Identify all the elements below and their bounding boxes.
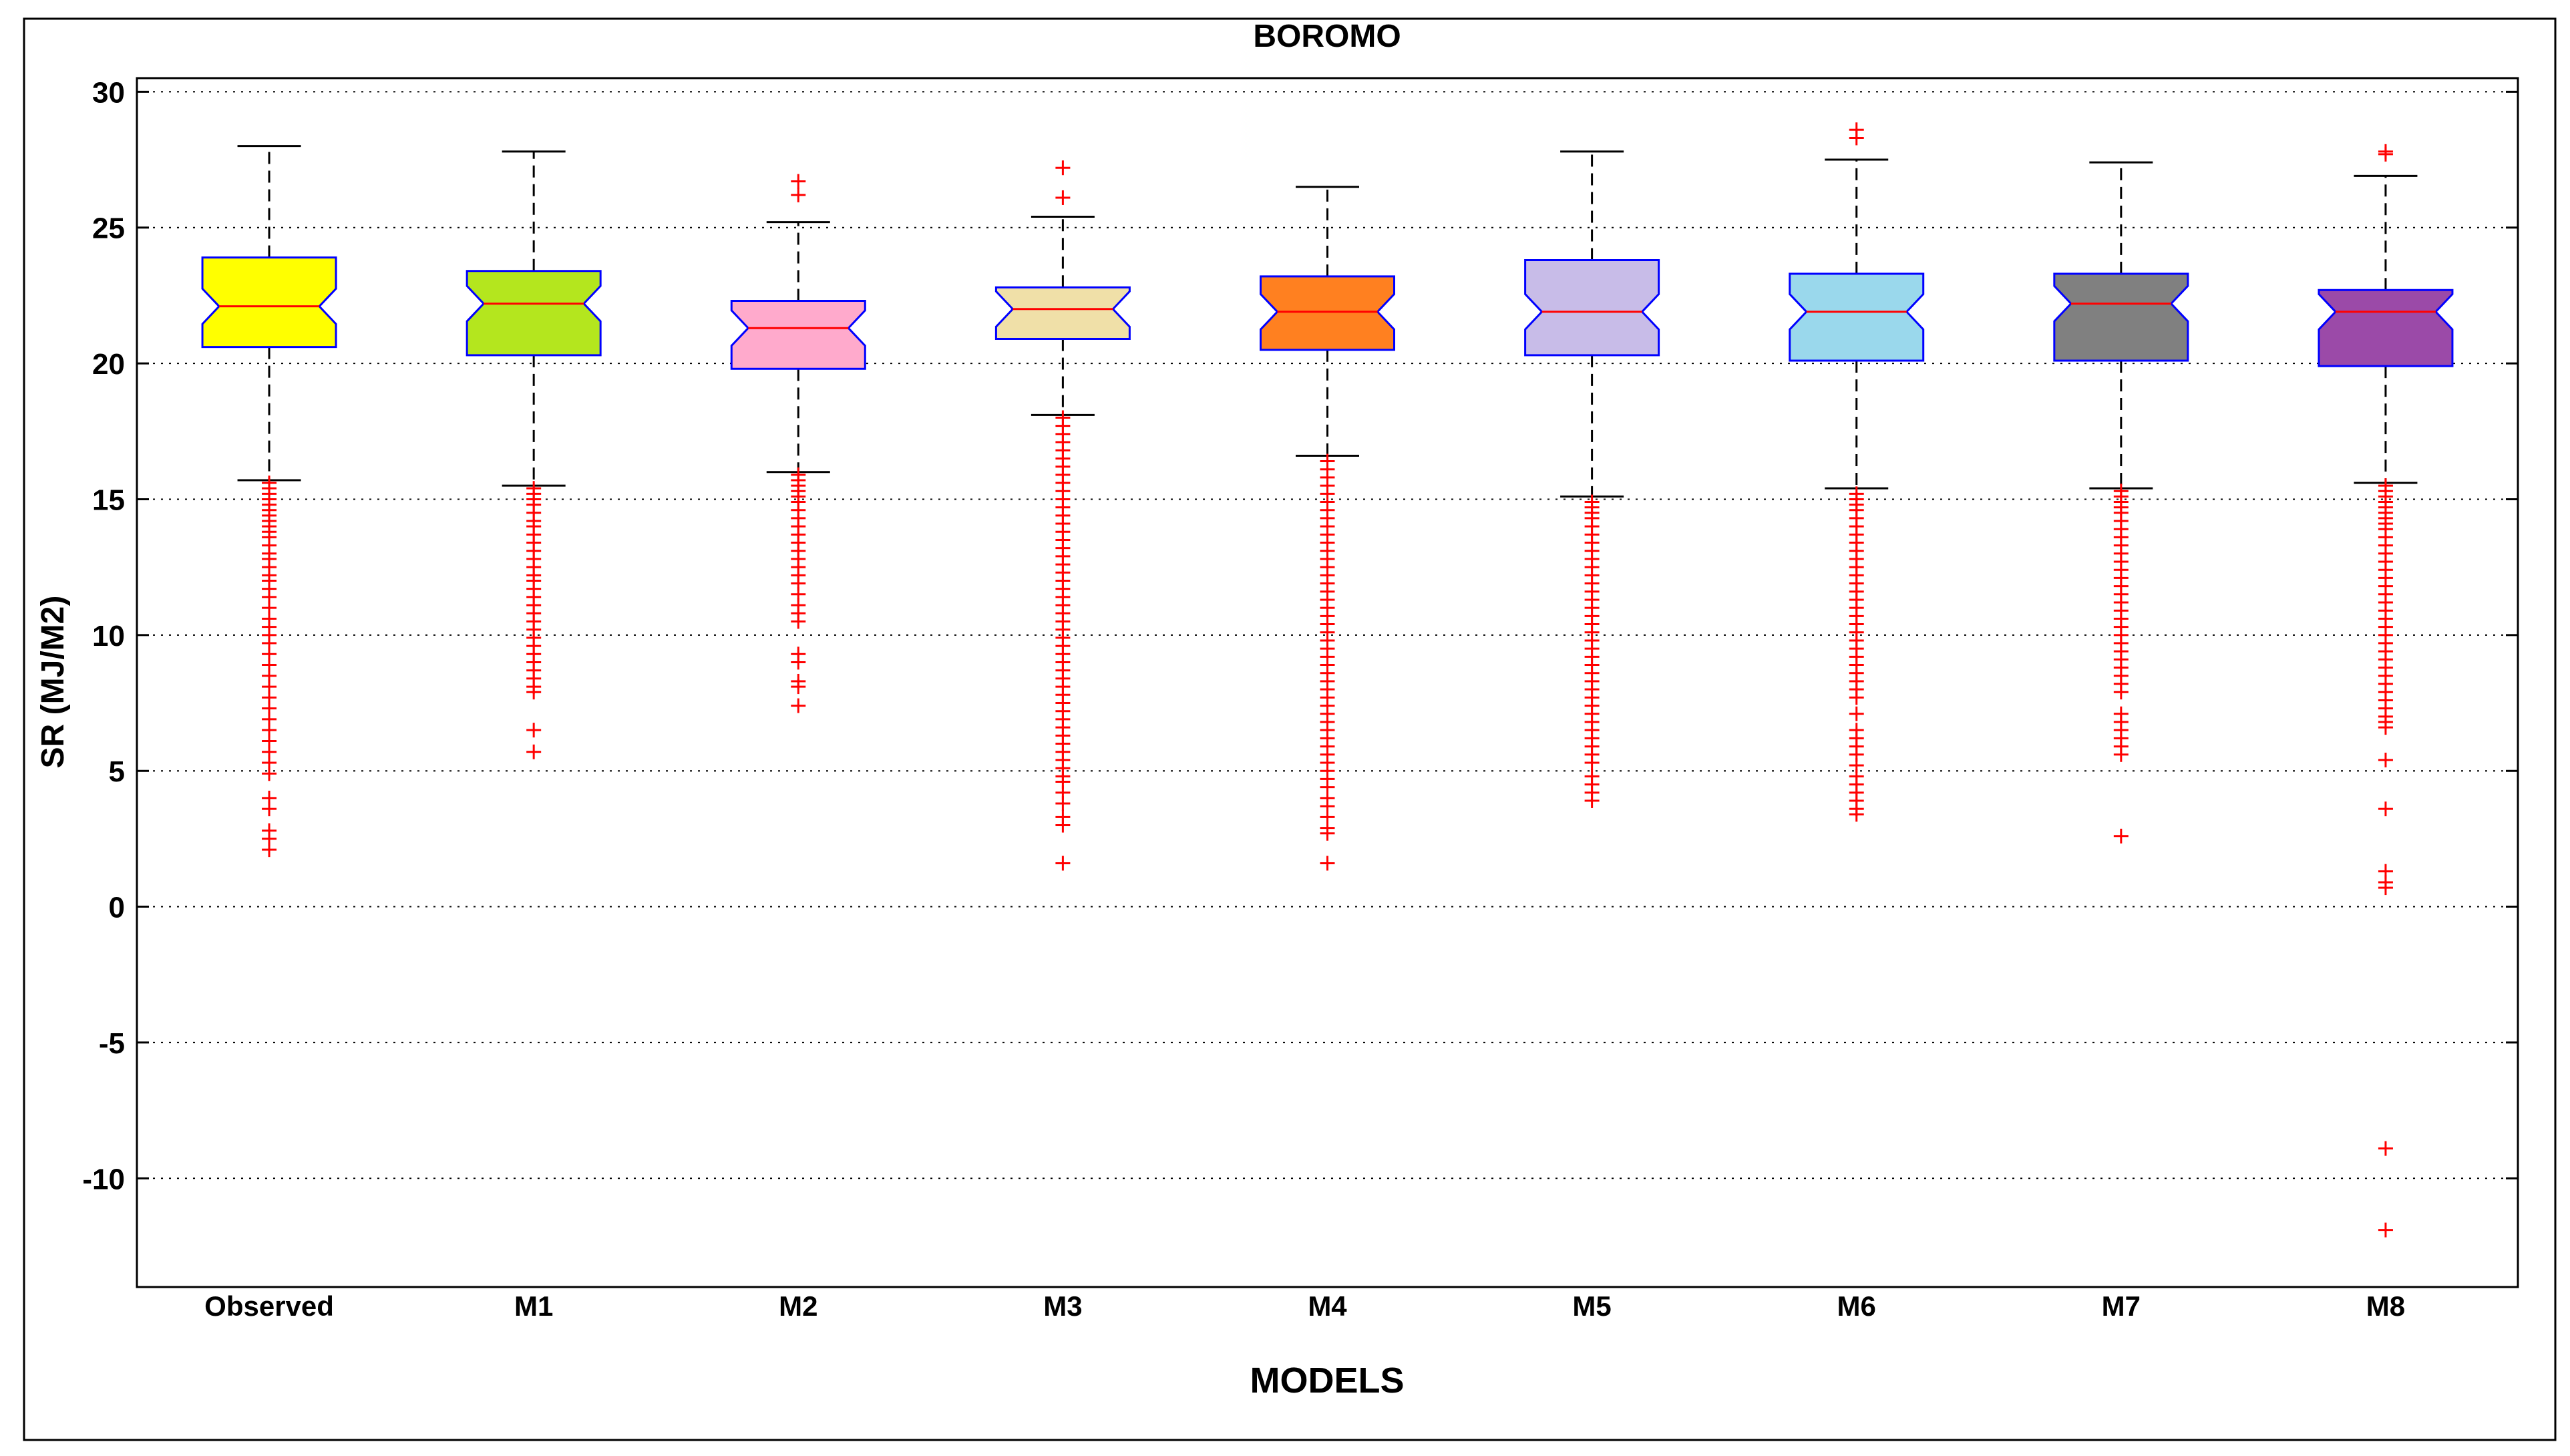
x-tick-label: M3 <box>1043 1290 1082 1322</box>
y-tick-label: 10 <box>92 620 125 653</box>
outlier-marker <box>791 698 806 713</box>
y-tick-label: -10 <box>82 1163 125 1196</box>
box-m2 <box>730 300 866 370</box>
outlier-marker <box>791 174 806 189</box>
outlier-marker <box>2113 828 2129 844</box>
outlier-marker <box>526 744 542 759</box>
box-m3 <box>994 286 1131 340</box>
outlier-marker <box>2378 1141 2393 1156</box>
x-tick-label: M1 <box>514 1290 553 1322</box>
box-m6 <box>1789 272 1925 362</box>
x-tick-label: M5 <box>1572 1290 1611 1322</box>
boxes <box>201 145 2454 498</box>
y-tick-label: 20 <box>92 348 125 381</box>
x-axis-label: MODELS <box>1250 1360 1404 1401</box>
box-observed <box>201 256 337 349</box>
figure-border <box>23 17 2557 1441</box>
outlier-marker <box>2378 880 2393 896</box>
y-axis-label: SR (MJ/M2) <box>35 596 71 769</box>
box-m7 <box>2053 272 2189 362</box>
outlier-marker <box>1055 796 1071 811</box>
outlier-marker <box>1584 793 1600 808</box>
outlier-marker <box>526 723 542 738</box>
outlier-marker <box>791 187 806 202</box>
outlier-marker <box>791 614 806 629</box>
outlier-marker <box>791 655 806 670</box>
outlier-marker <box>2378 720 2393 735</box>
x-tick-label: M4 <box>1308 1290 1347 1322</box>
outlier-marker <box>1584 755 1600 770</box>
outlier-marker <box>262 801 277 817</box>
y-tick-label: 25 <box>92 212 125 245</box>
x-tick-label: Observed <box>204 1290 334 1322</box>
y-tick-label: 0 <box>109 892 125 924</box>
outlier-marker <box>1320 856 1335 871</box>
outlier-marker <box>1055 160 1071 176</box>
x-tick-label: M2 <box>779 1290 817 1322</box>
x-tick-label: M8 <box>2366 1290 2405 1322</box>
y-tick-label: -5 <box>99 1027 125 1060</box>
outlier-marker <box>2113 747 2129 762</box>
outlier-marker <box>2378 801 2393 817</box>
outlier-marker <box>1849 706 1864 721</box>
y-tick-label: 30 <box>92 76 125 109</box>
outlier-marker <box>1849 690 1864 705</box>
outlier-marker <box>2378 752 2393 767</box>
box-m8 <box>2318 289 2454 367</box>
x-tick-label: M7 <box>2102 1290 2141 1322</box>
outlier-marker <box>526 685 542 700</box>
outlier-marker <box>1055 856 1071 871</box>
outlier-marker <box>1849 130 1864 146</box>
outlier-marker <box>1055 190 1071 205</box>
outliers <box>262 122 2393 1238</box>
outlier-marker <box>1055 817 1071 833</box>
box-m4 <box>1260 275 1395 351</box>
outlier-marker <box>2378 146 2393 162</box>
outlier-marker <box>2113 685 2129 700</box>
chart-title: BOROMO <box>1253 19 1401 54</box>
outlier-marker <box>791 679 806 695</box>
outlier-marker <box>1320 826 1335 841</box>
outlier-marker <box>2378 1222 2393 1238</box>
outlier-marker <box>262 766 277 781</box>
outlier-marker <box>1849 807 1864 822</box>
box-m5 <box>1524 259 1660 357</box>
axes: 30 25 20 15 10 5 0 -5 -10 Observed M1 M2 M3 M4 M5 M6 M7 M… <box>82 76 2518 1322</box>
plot-area-frame <box>136 77 2519 1288</box>
y-tick-label: 15 <box>92 484 125 516</box>
y-tick-label: 5 <box>109 755 125 788</box>
outlier-marker <box>262 842 277 858</box>
x-tick-label: M6 <box>1837 1290 1876 1322</box>
box-m1 <box>466 270 602 357</box>
